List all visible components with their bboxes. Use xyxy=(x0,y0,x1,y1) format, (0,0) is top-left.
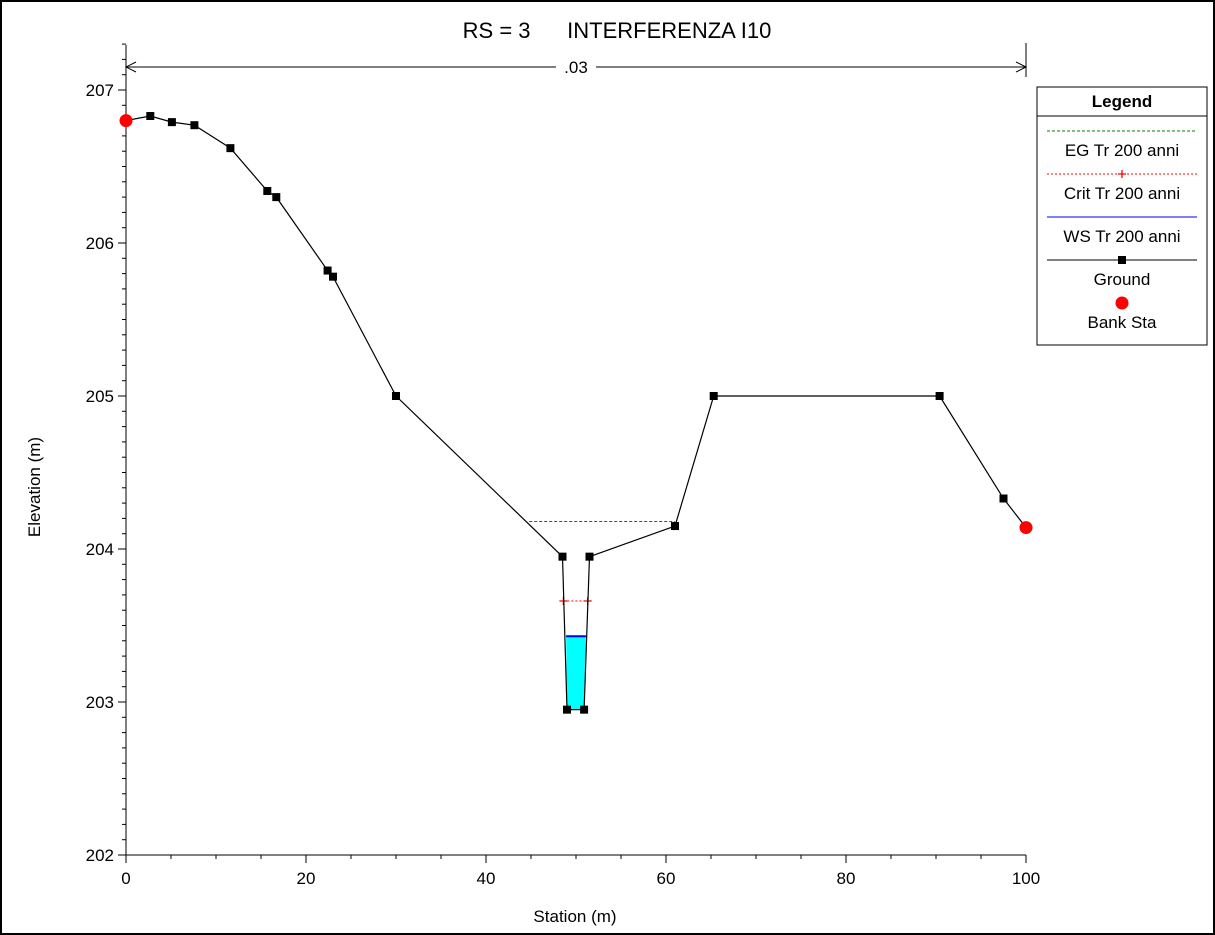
x-tick-label: 60 xyxy=(657,869,676,888)
x-tick-label: 20 xyxy=(297,869,316,888)
ground-point xyxy=(671,522,679,531)
ground-point xyxy=(580,705,589,714)
legend-swatch-bank xyxy=(1115,296,1129,310)
x-tick-label: 100 xyxy=(1012,869,1040,888)
x-axis-label: Station (m) xyxy=(533,907,616,926)
ground-point xyxy=(392,392,400,400)
legend-label: EG Tr 200 anni xyxy=(1065,141,1179,160)
ground-point xyxy=(190,121,199,130)
manning-label-bg xyxy=(556,57,596,77)
x-tick-label: 80 xyxy=(837,869,856,888)
axes: 0 20 40 60 80 100 202 203 204 205 206 207 .03 xyxy=(86,43,1040,888)
bank-station-point xyxy=(1019,521,1033,535)
chart-title: RS = 3 INTERFERENZA I10 xyxy=(463,18,772,43)
y-tick-label: 207 xyxy=(86,81,114,100)
y-tick-label: 202 xyxy=(86,846,114,865)
ground-point xyxy=(709,392,718,400)
ground-point xyxy=(558,552,567,561)
legend-title: Legend xyxy=(1092,92,1152,111)
ground-point xyxy=(329,272,337,281)
ground-point xyxy=(999,494,1008,503)
ground-point xyxy=(263,186,272,195)
ground-point xyxy=(226,144,235,153)
x-tick-label: 40 xyxy=(477,869,496,888)
ground-point xyxy=(167,118,176,127)
plot-marks xyxy=(119,112,1033,714)
ground-point xyxy=(272,193,281,202)
ground-point xyxy=(585,552,594,561)
y-tick-label: 203 xyxy=(86,693,114,712)
ground-point xyxy=(935,392,944,400)
legend-label: Crit Tr 200 anni xyxy=(1064,184,1180,203)
manning-label: .03 xyxy=(564,58,588,77)
legend-swatch-ground-marker xyxy=(1118,256,1126,264)
x-tick-label: 0 xyxy=(121,869,130,888)
water-fill xyxy=(566,636,586,710)
bank-station-point xyxy=(119,114,133,128)
y-tick-label: 204 xyxy=(86,540,114,559)
ground-point xyxy=(146,112,155,121)
legend-label: WS Tr 200 anni xyxy=(1063,227,1180,246)
y-axis-label: Elevation (m) xyxy=(25,437,44,537)
ground-point xyxy=(563,705,571,714)
y-tick-label: 205 xyxy=(86,387,114,406)
legend-label: Bank Sta xyxy=(1088,313,1158,332)
manning-arrow-left xyxy=(124,61,137,73)
ground-point xyxy=(323,266,332,275)
y-tick-label: 206 xyxy=(86,234,114,253)
legend-label: Ground xyxy=(1094,270,1151,289)
legend: Legend EG Tr 200 anni Crit Tr 200 anni WS T… xyxy=(1036,86,1208,346)
legend-swatch-crit-marker xyxy=(1118,170,1126,178)
